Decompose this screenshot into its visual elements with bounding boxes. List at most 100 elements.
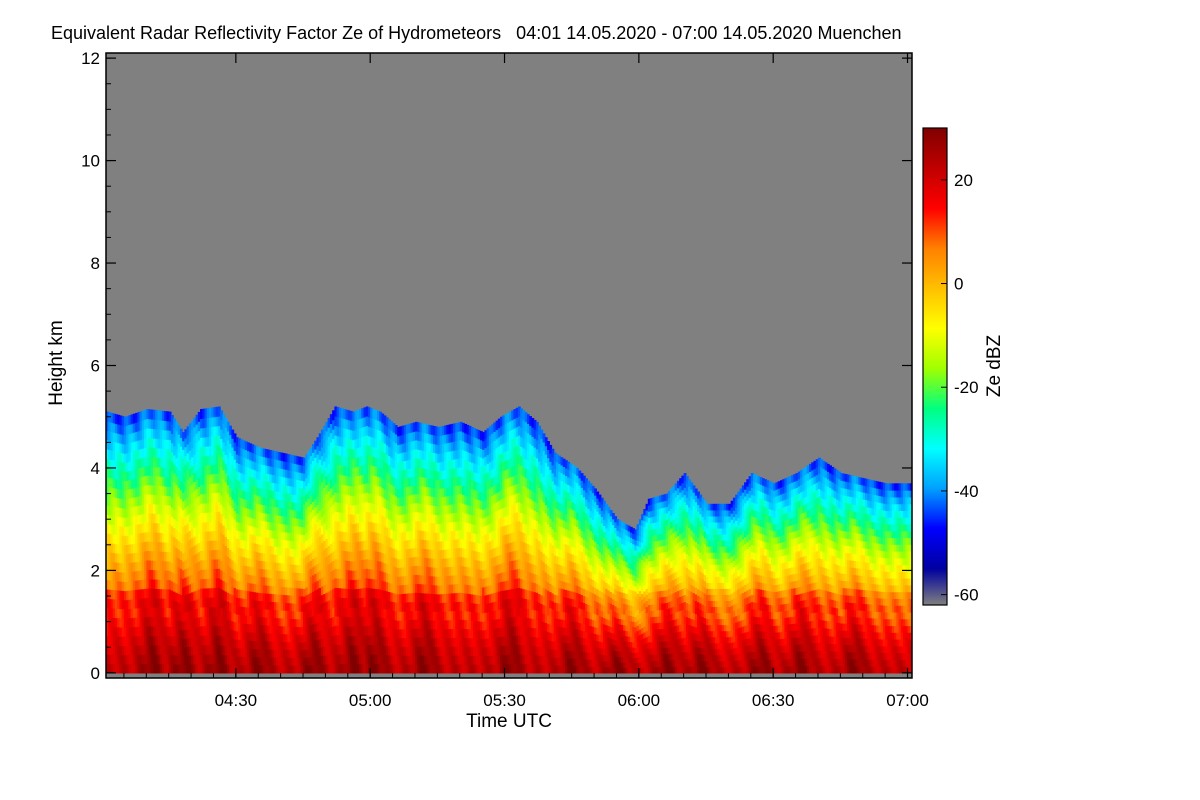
echo-cell [188, 539, 192, 549]
echo-cell [358, 597, 362, 608]
echo-cell [439, 655, 443, 665]
echo-cell [397, 637, 400, 648]
echo-cell [186, 655, 190, 665]
echo-cell [323, 584, 327, 595]
echo-cell [175, 547, 179, 557]
echo-cell [285, 461, 288, 470]
echo-cell [318, 450, 322, 460]
echo-cell [417, 663, 421, 674]
echo-cell [491, 655, 494, 665]
echo-cell [482, 664, 485, 674]
echo-cell [464, 432, 468, 443]
echo-cell [235, 664, 239, 674]
echo-cell [367, 559, 371, 570]
echo-cell [240, 656, 244, 666]
echo-cell [106, 598, 109, 609]
echo-cell [294, 455, 297, 465]
echo-cell [385, 426, 389, 437]
echo-cell [441, 655, 445, 665]
echo-cell [256, 600, 259, 609]
echo-cell [177, 584, 181, 594]
echo-cell [486, 602, 490, 613]
echo-cell [486, 498, 490, 508]
echo-cell [325, 511, 329, 522]
echo-cell [220, 485, 224, 496]
echo-cell [435, 602, 438, 612]
echo-cell [260, 480, 264, 489]
echo-cell [289, 509, 293, 518]
echo-cell [168, 616, 172, 627]
echo-cell [336, 454, 340, 465]
echo-cell [253, 551, 257, 560]
echo-cell [191, 600, 194, 611]
echo-cell [229, 566, 232, 577]
echo-cell [399, 655, 403, 665]
echo-cell [392, 628, 396, 638]
echo-cell [341, 512, 344, 523]
echo-cell [401, 584, 405, 595]
echo-cell [482, 638, 485, 648]
echo-cell [193, 445, 197, 455]
echo-cell [242, 490, 246, 500]
echo-cell [132, 478, 136, 489]
echo-cell [470, 462, 474, 472]
echo-cell [336, 407, 340, 418]
echo-cell [184, 524, 188, 535]
echo-cell [273, 554, 277, 563]
echo-cell [121, 544, 125, 555]
echo-cell [390, 565, 394, 575]
echo-cell [332, 607, 335, 618]
echo-cell [441, 434, 445, 445]
echo-cell [426, 646, 429, 656]
echo-cell [374, 635, 378, 646]
echo-cell [358, 654, 362, 665]
echo-cell [303, 626, 306, 636]
echo-cell [112, 524, 116, 535]
echo-cell [253, 599, 257, 609]
echo-cell [484, 508, 488, 518]
echo-cell [334, 558, 338, 569]
echo-cell [426, 557, 429, 567]
echo-cell [264, 457, 268, 466]
echo-cell [150, 437, 154, 448]
echo-cell [426, 610, 429, 621]
echo-cell [435, 426, 438, 436]
echo-cell [303, 665, 306, 674]
echo-cell [121, 572, 125, 582]
echo-cell [220, 635, 224, 646]
echo-cell [175, 457, 179, 468]
echo-cell [164, 588, 168, 599]
echo-cell [441, 549, 445, 559]
echo-cell [121, 434, 125, 445]
echo-cell [110, 412, 114, 423]
echo-cell [173, 554, 177, 565]
echo-cell [117, 516, 121, 527]
echo-cell [332, 654, 335, 665]
echo-cell [130, 515, 134, 526]
echo-cell [336, 464, 340, 475]
echo-cell [390, 529, 394, 539]
echo-cell [213, 464, 217, 475]
echo-cell [271, 458, 275, 468]
echo-cell [296, 641, 300, 651]
echo-cell [260, 544, 264, 553]
echo-cell [336, 653, 340, 664]
echo-cell [135, 533, 138, 544]
echo-cell [256, 494, 259, 504]
echo-cell [486, 646, 490, 657]
echo-cell [211, 587, 215, 598]
echo-cell [191, 582, 194, 593]
echo-cell [408, 521, 412, 532]
echo-cell [325, 439, 329, 450]
echo-cell [332, 410, 335, 421]
echo-cell [383, 599, 387, 610]
echo-cell [385, 481, 389, 491]
echo-cell [211, 407, 215, 418]
echo-cell [403, 566, 407, 577]
echo-cell [260, 592, 264, 602]
echo-cell [296, 657, 300, 666]
echo-cell [482, 569, 485, 579]
echo-cell [247, 516, 250, 526]
echo-cell [497, 473, 501, 483]
echo-cell [497, 618, 501, 629]
